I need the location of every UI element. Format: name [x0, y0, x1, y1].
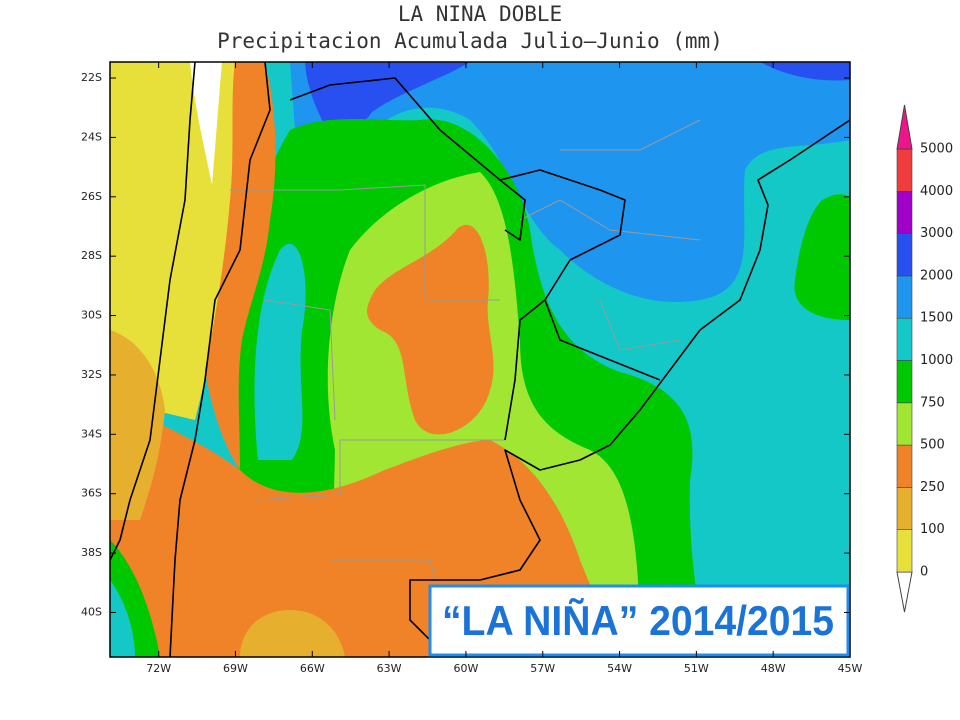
colorbar-label: 250: [920, 480, 945, 495]
lon-tick-label: 66W: [300, 662, 325, 675]
field-under-0: [190, 62, 222, 185]
lon-tick-label: 69W: [223, 662, 248, 675]
field-0-100: [110, 62, 235, 420]
colorbar-box: [896, 148, 913, 192]
colorbar-box: [896, 444, 913, 488]
field-1500-2000: [290, 62, 850, 302]
lat-tick-label: 26S: [81, 190, 102, 203]
colorbar-label: 4000: [920, 184, 953, 199]
field-2000-3000: [305, 62, 850, 135]
lon-tick-label: 45W: [838, 662, 863, 675]
colorbar-label: 0: [920, 565, 928, 580]
annotation: “LA NIÑA” 2014/2015: [442, 597, 834, 644]
colorbar-label: 500: [920, 438, 945, 453]
lon-tick-label: 51W: [684, 662, 709, 675]
lat-tick-label: 38S: [81, 546, 102, 559]
national-borders: [289, 77, 661, 441]
colorbar-box: [896, 402, 913, 446]
lat-tick-label: 22S: [81, 71, 102, 84]
map-frame: [109, 61, 851, 658]
colorbar-label: 3000: [920, 226, 953, 241]
lat-tick-label: 34S: [81, 427, 102, 440]
colorbar-label: 750: [920, 395, 945, 410]
field-250-500: [205, 62, 276, 470]
andes-border: [169, 62, 271, 657]
colorbar-label: 100: [920, 522, 945, 537]
annotation-box: [428, 584, 850, 657]
field-250-500: [367, 224, 494, 435]
lat-tick-label: 28S: [81, 249, 102, 262]
colorbar-box: [896, 487, 913, 530]
map-subtitle: Precipitacion Acumulada Julio—Junio (mm): [217, 29, 723, 53]
colorbar-box: [896, 529, 913, 573]
lat-tick-label: 40S: [81, 605, 102, 618]
province-lines: [230, 119, 701, 601]
colorbar-label: 2000: [920, 268, 953, 283]
colorbar-box: [896, 360, 913, 404]
precip-field: [110, 62, 850, 657]
pacific-coast: [110, 62, 196, 561]
lat-tick-label: 32S: [81, 368, 102, 381]
lat-tick-label: 30S: [81, 309, 102, 322]
map-title: LA NINA DOBLE: [398, 2, 562, 26]
lon-tick-label: 54W: [607, 662, 632, 675]
lon-tick-label: 63W: [377, 662, 402, 675]
colorbar-under: [896, 571, 913, 613]
field-1000-1500: [110, 580, 135, 657]
colorbar-label: 1000: [920, 353, 953, 368]
lon-tick-label: 57W: [530, 662, 555, 675]
colorbar-over: [896, 104, 913, 150]
colorbar-box: [896, 191, 913, 234]
lon-tick-label: 48W: [761, 662, 786, 675]
colorbar-box: [896, 317, 913, 361]
lon-tick-label: 60W: [453, 662, 478, 675]
colorbar-label: 1500: [920, 311, 953, 326]
lat-tick-label: 24S: [81, 130, 102, 143]
field-1000-1500: [254, 243, 306, 460]
field-100-250: [110, 330, 345, 657]
atlantic-coast: [409, 119, 850, 657]
colorbar-box: [896, 275, 913, 319]
lon-tick-label: 72W: [146, 662, 171, 675]
colorbar-label: 5000: [920, 142, 953, 157]
lat-tick-label: 36S: [81, 487, 102, 500]
colorbar-box: [896, 233, 913, 277]
